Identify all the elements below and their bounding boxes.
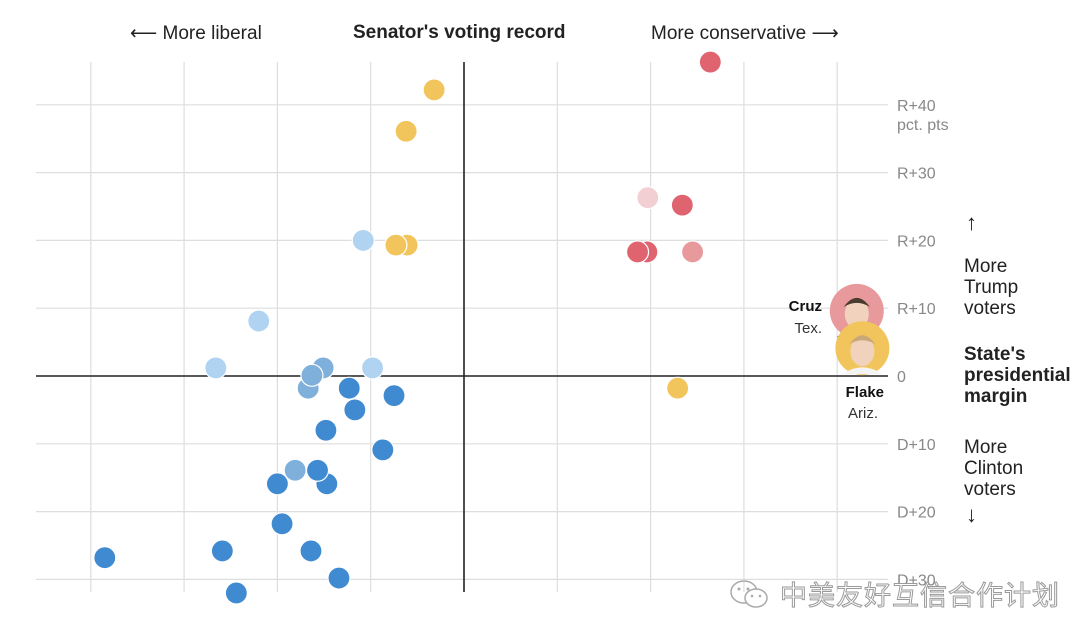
data-point <box>210 539 234 563</box>
wechat-icon <box>730 580 768 608</box>
annotation-name-cruz: Cruz <box>788 298 822 315</box>
annotation-state-flake: Ariz. <box>848 405 878 422</box>
data-point <box>314 418 338 442</box>
y-tick-labels: R+40 pct. pts R+30 R+20 R+10 0 D+10 D+20 D+30 <box>897 98 949 590</box>
data-point <box>666 376 690 400</box>
data-point <box>625 240 650 264</box>
data-point <box>327 566 351 590</box>
annotation-state-cruz: Tex. <box>794 320 822 337</box>
data-point <box>265 472 289 496</box>
y-tick-label: R+30 <box>897 166 936 183</box>
data-point <box>247 309 271 333</box>
chart-title: Senator's voting record <box>353 22 566 43</box>
y-tick-label: D+20 <box>897 505 936 522</box>
data-point <box>299 539 323 563</box>
data-point <box>394 119 418 143</box>
portrait-hair <box>849 335 876 345</box>
data-point <box>698 50 722 74</box>
data-point <box>337 376 361 400</box>
label-presidential-margin: State's presidential margin <box>964 344 1071 407</box>
annotation-name-flake: Flake <box>845 384 884 401</box>
data-point <box>204 356 228 380</box>
data-point <box>270 512 294 536</box>
data-point <box>305 458 330 482</box>
data-point <box>680 240 705 264</box>
data-point <box>224 581 248 605</box>
y-tick-label: R+40 <box>897 98 936 115</box>
data-point <box>382 384 406 408</box>
flake-portrait <box>835 321 890 376</box>
data-point <box>93 546 117 570</box>
data-point <box>422 78 446 102</box>
data-point <box>343 398 367 422</box>
arrow-down-icon: ↓ <box>966 502 977 527</box>
y-tick-label: D+10 <box>897 437 936 454</box>
y-tick-label: R+10 <box>897 301 936 318</box>
portrait-hair <box>843 297 870 307</box>
y-tick-label: D+30 <box>897 572 936 589</box>
y-unit-label: pct. pts <box>897 117 949 134</box>
senator-annotations <box>829 283 890 376</box>
portrait-face <box>850 336 875 367</box>
data-point <box>351 228 375 252</box>
data-point <box>371 438 395 462</box>
arrow-up-icon: ↑ <box>966 210 977 235</box>
label-more-trump: More Trump voters <box>964 256 1019 319</box>
y-gridlines <box>36 104 888 581</box>
y-tick-label: R+20 <box>897 233 936 250</box>
y-tick-label: 0 <box>897 369 906 386</box>
data-point <box>283 458 307 482</box>
data-point <box>384 233 408 257</box>
data-point <box>670 193 694 217</box>
data-point <box>300 363 324 387</box>
x-gridlines <box>90 62 838 592</box>
x-label-right: More conservative ⟶ <box>651 23 839 44</box>
x-label-left: ⟵ More liberal <box>130 23 262 44</box>
portrait-shirt <box>842 367 883 375</box>
arrow-right-icon: ⟶ <box>811 23 839 44</box>
data-point <box>636 186 660 210</box>
arrow-left-icon: ⟵ <box>130 23 158 44</box>
data-point <box>360 356 385 380</box>
watermark-text: 中美友好互信合作计划 <box>780 581 1060 612</box>
data-points <box>93 50 722 605</box>
label-more-clinton: More Clinton voters <box>964 437 1024 500</box>
